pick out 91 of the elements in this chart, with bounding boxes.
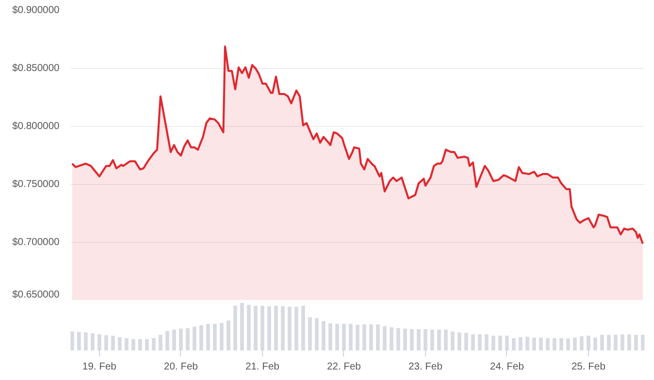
y-tick-label: $0.750000 [12,179,60,190]
bar [254,306,258,350]
bar [356,324,360,350]
bar [145,339,149,350]
bar [226,320,230,350]
bar [280,306,285,350]
bar [573,338,577,350]
bar [322,320,326,350]
bar [90,333,94,350]
bar [444,330,448,350]
bar [491,336,496,350]
bar [240,302,244,350]
x-tick-label: 19. Feb [82,362,117,372]
bar [484,334,488,350]
bar [131,339,136,350]
bar [640,334,644,350]
bar [301,306,306,350]
bar [328,323,332,350]
bar [192,326,196,350]
bar [471,334,475,350]
bar [376,324,380,350]
y-tick-label: $0.850000 [12,63,60,74]
bar [410,329,414,350]
bar [77,332,81,350]
bar [186,328,190,350]
x-tick-label: 22. Feb [326,362,362,372]
bar [614,334,618,350]
bar [124,338,128,350]
bar [416,329,421,350]
bar [539,338,543,350]
bar [620,334,624,350]
bar [382,326,387,350]
bar [158,334,162,350]
bar [580,336,584,350]
bar [288,306,292,350]
y-tick-label: $0.900000 [12,5,60,16]
x-tick-label: 24. Feb [490,362,524,372]
bar [348,324,353,350]
bar [464,332,468,350]
bar [267,306,272,350]
y-tick-label: $0.800000 [12,121,60,132]
bar [437,330,441,350]
bar [606,334,611,350]
y-tick-label: $0.650000 [12,290,60,300]
bar [152,338,156,350]
bar [566,338,570,350]
bar [246,304,251,350]
bar [70,331,74,350]
bar [199,325,204,350]
bar [335,324,339,350]
bar [362,324,366,350]
y-tick-label: $0.700000 [12,237,60,248]
x-tick-label: 20. Feb [164,362,198,372]
bar [390,327,394,350]
bar [600,334,604,350]
bar [498,336,502,350]
bar [627,334,632,350]
bar [104,335,108,350]
bar [206,324,210,350]
bar [546,338,550,350]
bar [308,317,312,350]
bar [220,322,224,350]
bar [165,330,170,350]
bar [512,338,516,350]
bar [233,306,238,350]
bar [118,337,122,350]
x-tick-label: 21. Feb [245,362,280,372]
x-tick-label: 25. Feb [572,362,606,372]
bar [369,324,373,350]
bar [525,336,530,350]
bar [138,339,142,350]
bar [458,332,462,350]
bar [294,306,298,350]
bar [450,331,454,350]
bar [478,334,482,350]
bar [532,338,536,350]
bar [552,338,556,350]
bar [274,306,278,350]
bar [172,330,176,350]
bar [314,318,319,350]
bar [593,338,598,350]
bar [430,330,434,350]
x-tick-label: 23. Feb [408,362,443,372]
bar [634,334,638,350]
bar [518,337,522,350]
bar [403,328,407,350]
bar [396,328,400,350]
bar [111,336,115,350]
bar [559,338,564,350]
bar [84,332,88,350]
bar [212,324,217,350]
